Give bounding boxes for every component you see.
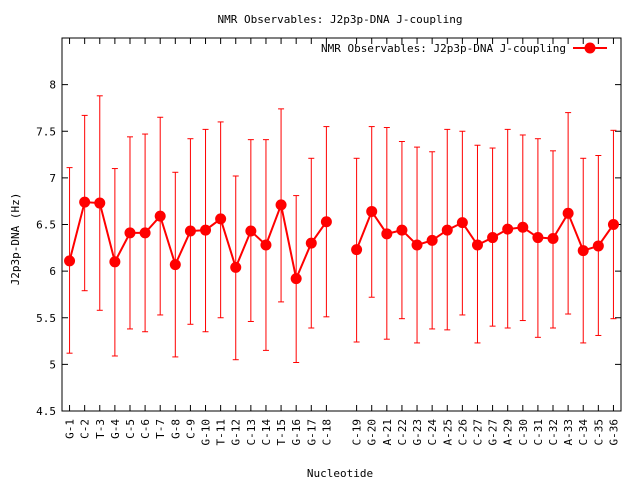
x-tick-label: T-15: [275, 419, 288, 446]
data-point: [502, 223, 514, 235]
data-point: [305, 237, 317, 249]
x-tick-label: G-10: [200, 419, 213, 446]
y-tick-label: 6.5: [36, 219, 56, 232]
data-point: [532, 232, 544, 244]
series-line: [68, 201, 328, 282]
data-point: [366, 205, 378, 217]
series-lines: [68, 201, 615, 282]
x-tick-label: C-2: [79, 419, 92, 439]
x-tick-label: A-29: [502, 419, 515, 446]
data-point: [260, 239, 272, 251]
series-line: [355, 209, 615, 252]
x-tick-label: T-11: [215, 419, 228, 446]
data-point: [109, 256, 121, 268]
data-point: [471, 239, 483, 251]
y-tick-label: 6: [49, 265, 56, 278]
data-point: [381, 228, 393, 240]
x-tick-label: G-17: [305, 419, 318, 446]
x-tick-label: G-36: [607, 419, 620, 446]
y-axis: 4.5 5 5.5 6 6.5 7 7.5 8: [36, 79, 621, 418]
x-tick-label: C-19: [351, 419, 364, 446]
x-tick-label: C-18: [320, 419, 333, 446]
data-point: [577, 245, 589, 257]
data-point: [124, 227, 136, 239]
data-point: [351, 244, 363, 256]
data-point: [562, 207, 574, 219]
x-tick-label: C-31: [532, 419, 545, 446]
legend: NMR Observables: J2p3p-DNA J-coupling: [321, 42, 607, 55]
data-point: [215, 213, 227, 225]
legend-label: NMR Observables: J2p3p-DNA J-coupling: [321, 42, 566, 55]
data-point: [79, 196, 91, 208]
x-tick-label: C-22: [396, 419, 409, 446]
data-point: [200, 224, 212, 236]
x-tick-label: C-24: [426, 419, 439, 446]
x-tick-label: C-35: [592, 419, 605, 446]
data-point: [230, 261, 242, 273]
x-tick-label: A-21: [381, 419, 394, 446]
y-tick-label: 4.5: [36, 405, 56, 418]
x-tick-label: G-4: [109, 419, 122, 439]
x-axis: G-1 C-2 T-3 G-4 C-5 C-6 T-7 G-8 C-9 G-10 T-11 G-12 C…: [64, 38, 620, 446]
y-tick-label: 7: [49, 172, 56, 185]
data-point: [290, 273, 302, 285]
x-tick-label: G-20: [366, 419, 379, 446]
data-point: [592, 240, 604, 252]
x-tick-label: C-27: [471, 419, 484, 446]
data-points: [64, 196, 619, 285]
data-point: [396, 224, 408, 236]
x-tick-label: C-13: [245, 419, 258, 446]
x-tick-label: C-26: [456, 419, 469, 446]
x-tick-label: C-30: [517, 419, 530, 446]
x-tick-label: G-27: [487, 419, 500, 446]
x-tick-label: G-23: [411, 419, 424, 446]
x-tick-label: G-1: [64, 419, 77, 439]
x-tick-label: G-12: [230, 419, 243, 446]
plot-frame: [61, 37, 622, 412]
data-point: [154, 210, 166, 222]
x-tick-label: C-34: [577, 419, 590, 446]
data-point: [184, 225, 196, 237]
data-point: [487, 232, 499, 244]
y-tick-label: 7.5: [36, 125, 56, 138]
data-point: [320, 216, 332, 228]
data-point: [411, 239, 423, 251]
data-point: [169, 259, 181, 271]
data-point: [547, 232, 559, 244]
y-axis-label: J2p3p-DNA (Hz): [9, 193, 22, 286]
y-tick-label: 5: [49, 358, 56, 371]
chart-title: NMR Observables: J2p3p-DNA J-coupling: [217, 13, 462, 26]
x-tick-label: T-3: [94, 419, 107, 439]
x-tick-label: G-8: [169, 419, 182, 439]
x-tick-label: C-5: [124, 419, 137, 439]
x-tick-label: A-25: [441, 419, 454, 446]
data-point: [94, 197, 106, 209]
x-axis-label: Nucleotide: [307, 467, 373, 480]
data-point: [607, 219, 619, 230]
x-tick-label: T-7: [154, 419, 167, 439]
data-point: [441, 224, 453, 236]
x-tick-label: C-9: [184, 419, 197, 439]
y-tick-label: 5.5: [36, 312, 56, 325]
x-tick-label: C-32: [547, 419, 560, 446]
x-tick-label: C-14: [260, 419, 273, 446]
x-tick-label: G-16: [290, 419, 303, 446]
data-point: [517, 221, 529, 233]
x-tick-label: C-6: [139, 419, 152, 439]
data-point: [64, 255, 76, 267]
data-point: [456, 217, 468, 229]
data-point: [426, 234, 438, 246]
data-point: [139, 227, 151, 239]
data-point: [275, 199, 287, 211]
data-point: [245, 225, 257, 237]
x-tick-label: A-33: [562, 419, 575, 446]
legend-marker: [584, 42, 596, 54]
y-tick-label: 8: [49, 79, 56, 92]
